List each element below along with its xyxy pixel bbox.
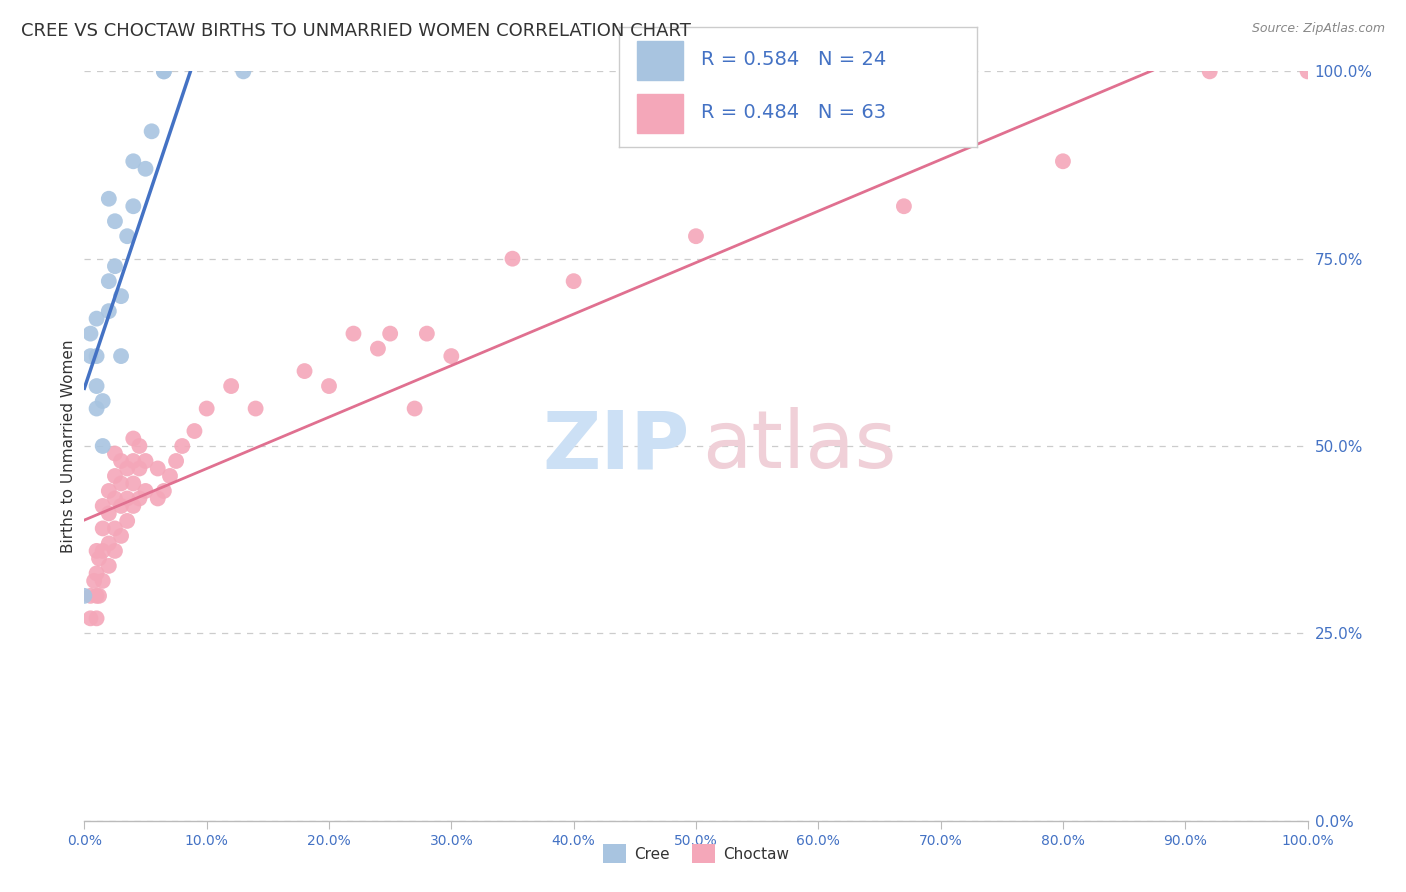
Point [342,326,364,341]
Point [122,476,145,491]
Point [110,476,132,491]
Point [104,446,127,460]
Point [146,491,169,506]
Point [79,349,101,363]
Point [562,274,585,288]
Point [367,342,389,356]
Text: R = 0.484   N = 63: R = 0.484 N = 63 [702,103,886,122]
Point [97,483,120,498]
Text: R = 0.584   N = 24: R = 0.584 N = 24 [702,50,886,70]
Point [232,64,254,78]
Point [122,432,145,446]
Point [91,439,114,453]
Point [97,274,120,288]
Text: ZIP: ZIP [543,407,690,485]
Text: CREE VS CHOCTAW BIRTHS TO UNMARRIED WOMEN CORRELATION CHART: CREE VS CHOCTAW BIRTHS TO UNMARRIED WOME… [21,22,690,40]
Point [86,401,108,416]
Point [172,439,194,453]
Point [110,454,132,468]
Point [97,192,120,206]
Point [115,461,138,475]
Point [86,566,108,581]
Point [502,252,524,266]
Point [104,469,127,483]
Point [122,199,145,213]
Point [91,499,114,513]
Point [893,199,915,213]
Point [404,401,426,416]
Point [110,499,132,513]
Point [97,558,120,573]
Point [91,394,114,409]
Point [195,401,218,416]
Point [685,229,707,244]
Point [135,454,157,468]
Point [153,64,176,78]
Point [91,544,114,558]
Point [135,161,157,176]
Point [416,326,439,341]
Point [380,326,402,341]
Point [128,439,150,453]
Legend: Cree, Choctaw: Cree, Choctaw [598,838,794,869]
Point [183,424,205,438]
Point [86,544,108,558]
Point [245,401,267,416]
Point [115,229,138,244]
Point [128,491,150,506]
Point [318,379,340,393]
Point [83,574,105,588]
Point [165,454,187,468]
Point [146,461,169,475]
Y-axis label: Births to Unmarried Women: Births to Unmarried Women [60,339,76,553]
Point [104,259,127,273]
Point [1198,64,1220,78]
Point [86,611,108,625]
Point [135,483,157,498]
Point [153,64,176,78]
Point [104,544,127,558]
Point [110,529,132,543]
Point [104,521,127,535]
Point [1052,154,1074,169]
Point [79,611,101,625]
Point [97,507,120,521]
Point [115,514,138,528]
Point [110,349,132,363]
Point [115,491,138,506]
Point [97,304,120,318]
Point [141,124,163,138]
Point [79,589,101,603]
Point [219,379,242,393]
Point [104,214,127,228]
Point [440,349,463,363]
Point [104,491,127,506]
Point [87,551,110,566]
Point [86,349,108,363]
Point [294,364,316,378]
Text: atlas: atlas [702,407,897,485]
Point [73,589,96,603]
Point [91,521,114,535]
Point [153,483,176,498]
Point [86,589,108,603]
Point [86,311,108,326]
Point [91,574,114,588]
Point [110,289,132,303]
Bar [637,95,683,133]
Point [122,154,145,169]
Point [1296,64,1319,78]
Bar [637,41,683,79]
Point [128,461,150,475]
Point [122,499,145,513]
Text: Source: ZipAtlas.com: Source: ZipAtlas.com [1251,22,1385,36]
Point [87,589,110,603]
Point [79,326,101,341]
Point [97,536,120,550]
Point [159,469,181,483]
Point [86,379,108,393]
Point [122,454,145,468]
